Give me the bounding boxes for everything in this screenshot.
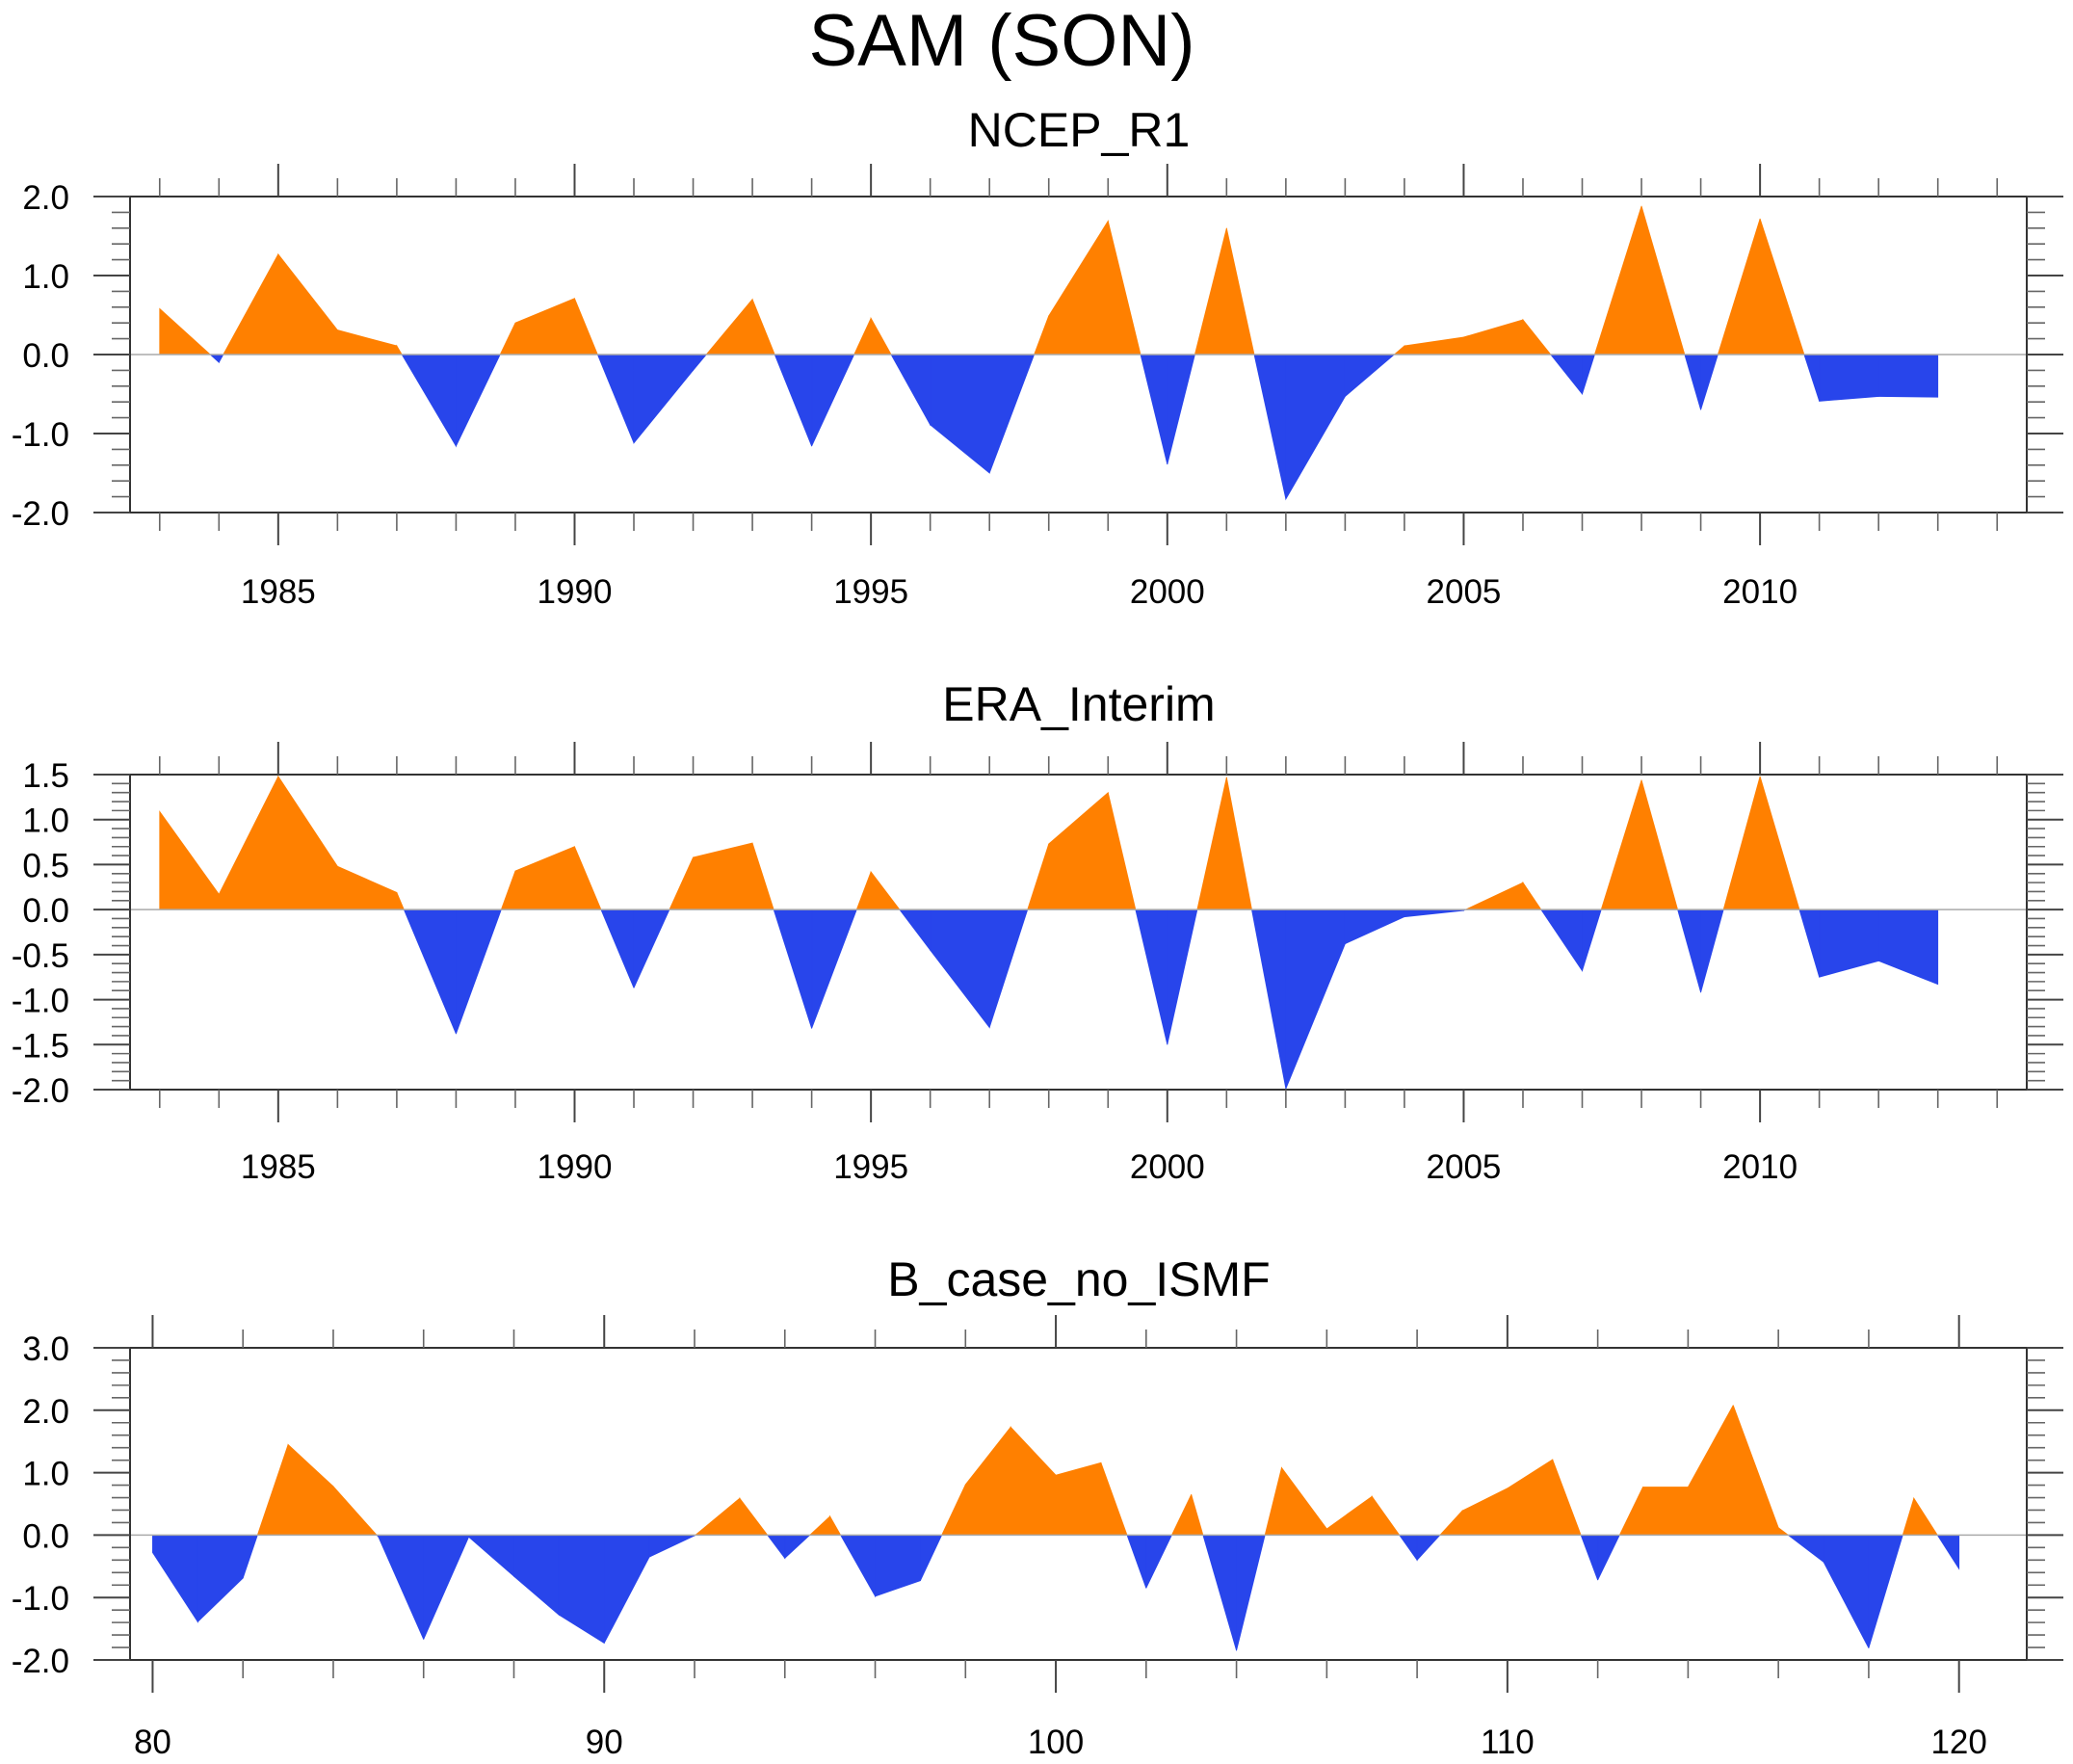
positive-area-segment xyxy=(1055,1461,1102,1536)
y-tick-label: 2.0 xyxy=(22,1393,69,1431)
y-tick-label: 1.0 xyxy=(22,258,69,296)
panel-b-case-no-ismf: B_case_no_ISMF 80 90 100 110 120 3.0 2.0 1.0 0.0… xyxy=(12,1252,2063,1761)
y-tick-label: 2.0 xyxy=(22,179,69,217)
y-tick-label: -1.0 xyxy=(12,983,69,1020)
y-tick-label: 1.0 xyxy=(22,1456,69,1493)
x-tick-label: 1995 xyxy=(833,1148,908,1186)
x-tick-label: 110 xyxy=(1481,1724,1535,1761)
x-tick-label: 90 xyxy=(586,1724,623,1761)
y-tick-label: -2.0 xyxy=(12,1643,69,1680)
x-tick-label: 1985 xyxy=(241,1148,316,1186)
figure-title: SAM (SON) xyxy=(808,0,1194,82)
panel-era-interim: ERA_Interim 1985 1990 1995 2000 2005 2010 1.5 1… xyxy=(12,677,2063,1186)
y-tick-label: -1.0 xyxy=(12,1580,69,1618)
x-tick-label: 120 xyxy=(1930,1724,1986,1761)
y-tick-label: 0.0 xyxy=(22,1517,69,1555)
negative-area-segment xyxy=(1877,354,1939,398)
plot-frame xyxy=(129,1347,2028,1661)
panel-title: B_case_no_ISMF xyxy=(887,1252,1270,1306)
x-tick-label: 1995 xyxy=(833,573,908,611)
y-tick-label: 0.0 xyxy=(22,892,69,930)
positive-area-segment xyxy=(1642,1487,1689,1536)
y-tick-label: -0.5 xyxy=(12,937,69,975)
y-tick-label: -2.0 xyxy=(12,1072,69,1110)
x-tick-label: 2000 xyxy=(1130,573,1205,611)
negative-area-segment xyxy=(1819,354,1879,402)
x-tick-label: 100 xyxy=(1028,1724,1084,1761)
panel-title: NCEP_R1 xyxy=(968,103,1191,157)
panel-title: ERA_Interim xyxy=(942,677,1215,731)
y-tick-label: 3.0 xyxy=(22,1330,69,1368)
y-tick-label: -1.5 xyxy=(12,1027,69,1065)
x-tick-label: 1990 xyxy=(538,573,613,611)
x-tick-label: 2000 xyxy=(1130,1148,1205,1186)
x-tick-label: 2010 xyxy=(1722,573,1797,611)
y-tick-label: 0.0 xyxy=(22,337,69,375)
x-tick-label: 1990 xyxy=(538,1148,613,1186)
y-tick-label: -1.0 xyxy=(12,416,69,454)
x-tick-label: 2010 xyxy=(1722,1148,1797,1186)
y-tick-label: -2.0 xyxy=(12,495,69,533)
x-tick-label: 80 xyxy=(134,1724,171,1761)
x-tick-label: 2005 xyxy=(1427,1148,1502,1186)
y-tick-label: 1.0 xyxy=(22,803,69,840)
x-tick-label: 2005 xyxy=(1427,573,1502,611)
y-tick-label: 0.5 xyxy=(22,847,69,884)
panel-ncep-r1: NCEP_R1 1985 1990 1995 2000 2005 2010 2.0 1.0 0.… xyxy=(12,103,2063,611)
x-tick-label: 1985 xyxy=(241,573,316,611)
plot-frame xyxy=(129,774,2028,1091)
y-tick-label: 1.5 xyxy=(22,757,69,795)
